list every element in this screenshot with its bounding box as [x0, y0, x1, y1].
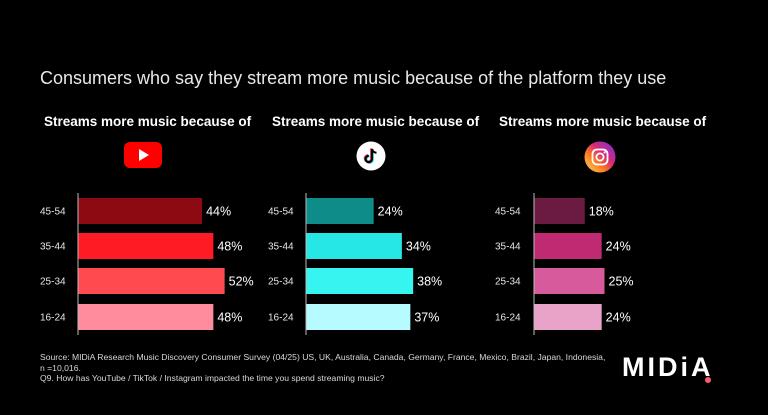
source-note: Source: MIDiA Research Music Discovery C… [40, 352, 606, 373]
tiktok-category-label: 25-34 [268, 277, 294, 288]
youtube-category-label: 16-24 [40, 313, 66, 324]
tiktok-value-label: 38% [417, 275, 442, 289]
youtube-category-label: 25-34 [40, 277, 66, 288]
instagram-bar [534, 268, 605, 294]
youtube-icon [124, 142, 162, 168]
instagram-category-label: 16-24 [495, 313, 521, 324]
youtube-value-label: 48% [217, 240, 242, 254]
midia-logo: MIDiA [622, 352, 714, 382]
tiktok-value-label: 24% [378, 205, 403, 219]
tiktok-icon [356, 141, 386, 171]
youtube-value-label: 48% [217, 311, 242, 325]
tiktok-category-label: 45-54 [268, 207, 294, 218]
tiktok-bar [306, 198, 374, 224]
youtube-bar [78, 198, 203, 224]
youtube-value-label: 52% [229, 275, 254, 289]
tiktok-category-label: 16-24 [268, 313, 294, 324]
tiktok-bar [306, 268, 414, 294]
footnote: Source: MIDiA Research Music Discovery C… [40, 352, 610, 384]
tiktok-category-label: 35-44 [268, 242, 294, 253]
instagram-bar [534, 198, 585, 224]
youtube-bar [78, 304, 214, 330]
panel-heading-tiktok: Streams more music because of [272, 114, 480, 129]
instagram-category-label: 35-44 [495, 242, 521, 253]
instagram-bar [534, 304, 602, 330]
youtube-bar [78, 233, 214, 259]
instagram-value-label: 25% [609, 275, 634, 289]
tiktok-bar [306, 304, 411, 330]
instagram-value-label: 24% [606, 240, 631, 254]
question-note: Q9. How has YouTube / TikTok / Instagram… [40, 373, 385, 383]
youtube-bar [78, 268, 225, 294]
instagram-icon [584, 141, 616, 173]
instagram-category-label: 25-34 [495, 277, 521, 288]
chart-title: Consumers who say they stream more music… [40, 68, 667, 88]
youtube-value-label: 44% [206, 205, 231, 219]
tiktok-bar [306, 233, 402, 259]
tiktok-value-label: 37% [414, 311, 439, 325]
tiktok-value-label: 34% [406, 240, 431, 254]
logo-dot [705, 377, 711, 383]
youtube-category-label: 35-44 [40, 242, 66, 253]
youtube-category-label: 45-54 [40, 207, 66, 218]
panel-heading-youtube: Streams more music because of [44, 114, 252, 129]
instagram-bar [534, 233, 602, 259]
panel-heading-instagram: Streams more music because of [499, 114, 707, 129]
instagram-value-label: 24% [606, 311, 631, 325]
instagram-category-label: 45-54 [495, 207, 521, 218]
instagram-value-label: 18% [589, 205, 614, 219]
